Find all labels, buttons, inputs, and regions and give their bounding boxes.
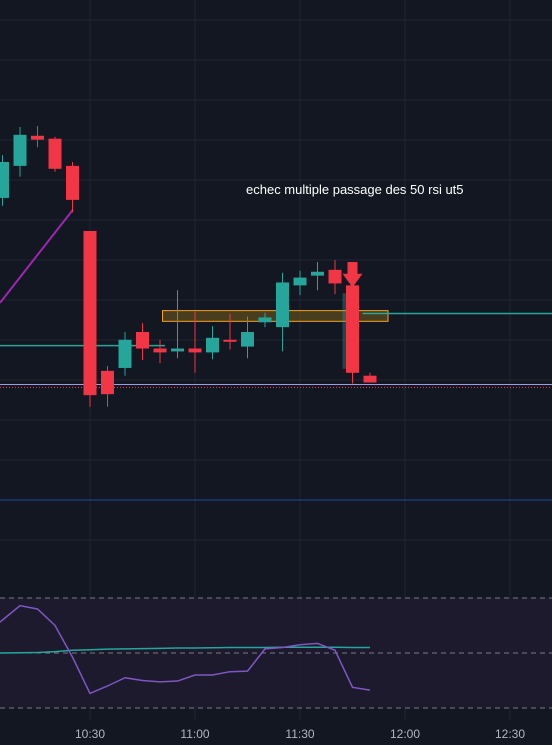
rsi-line — [0, 604, 371, 695]
candle-body — [293, 277, 307, 286]
rsi-signal-line — [0, 646, 370, 654]
candle-body — [66, 165, 79, 200]
time-tick-label: 10:30 — [75, 727, 105, 741]
candle-body — [311, 271, 324, 276]
candle-body — [258, 317, 272, 323]
candle-body — [13, 134, 27, 166]
candle-body — [188, 348, 202, 353]
down-arrow-icon — [342, 262, 363, 288]
time-tick-label: 12:00 — [390, 727, 420, 741]
candle-body — [223, 339, 237, 342]
candle-body — [206, 337, 219, 353]
moving-average — [0, 208, 74, 304]
candle-body — [153, 348, 167, 353]
support-zone — [162, 310, 389, 322]
candle-body — [0, 162, 9, 198]
candle-body — [136, 332, 149, 349]
candle-body — [171, 348, 184, 352]
annotation-text: echec multiple passage des 50 rsi ut5 — [246, 182, 464, 197]
candle-body — [48, 138, 62, 169]
markers — [342, 262, 363, 288]
time-tick-label: 12:30 — [495, 727, 525, 741]
candle-body — [31, 135, 44, 140]
candle-body — [276, 282, 289, 328]
candle-body — [346, 285, 359, 373]
candle-body — [241, 332, 254, 347]
rsi-panel — [0, 597, 552, 709]
candle-body — [363, 375, 377, 383]
candles — [0, 126, 377, 407]
candle-body — [328, 269, 342, 284]
grid-lines — [0, 0, 552, 720]
candle-body — [83, 230, 97, 396]
candle-body — [118, 339, 132, 368]
time-tick-label: 11:00 — [180, 727, 209, 741]
time-tick-label: 11:30 — [285, 727, 314, 741]
candle-body — [101, 370, 114, 395]
